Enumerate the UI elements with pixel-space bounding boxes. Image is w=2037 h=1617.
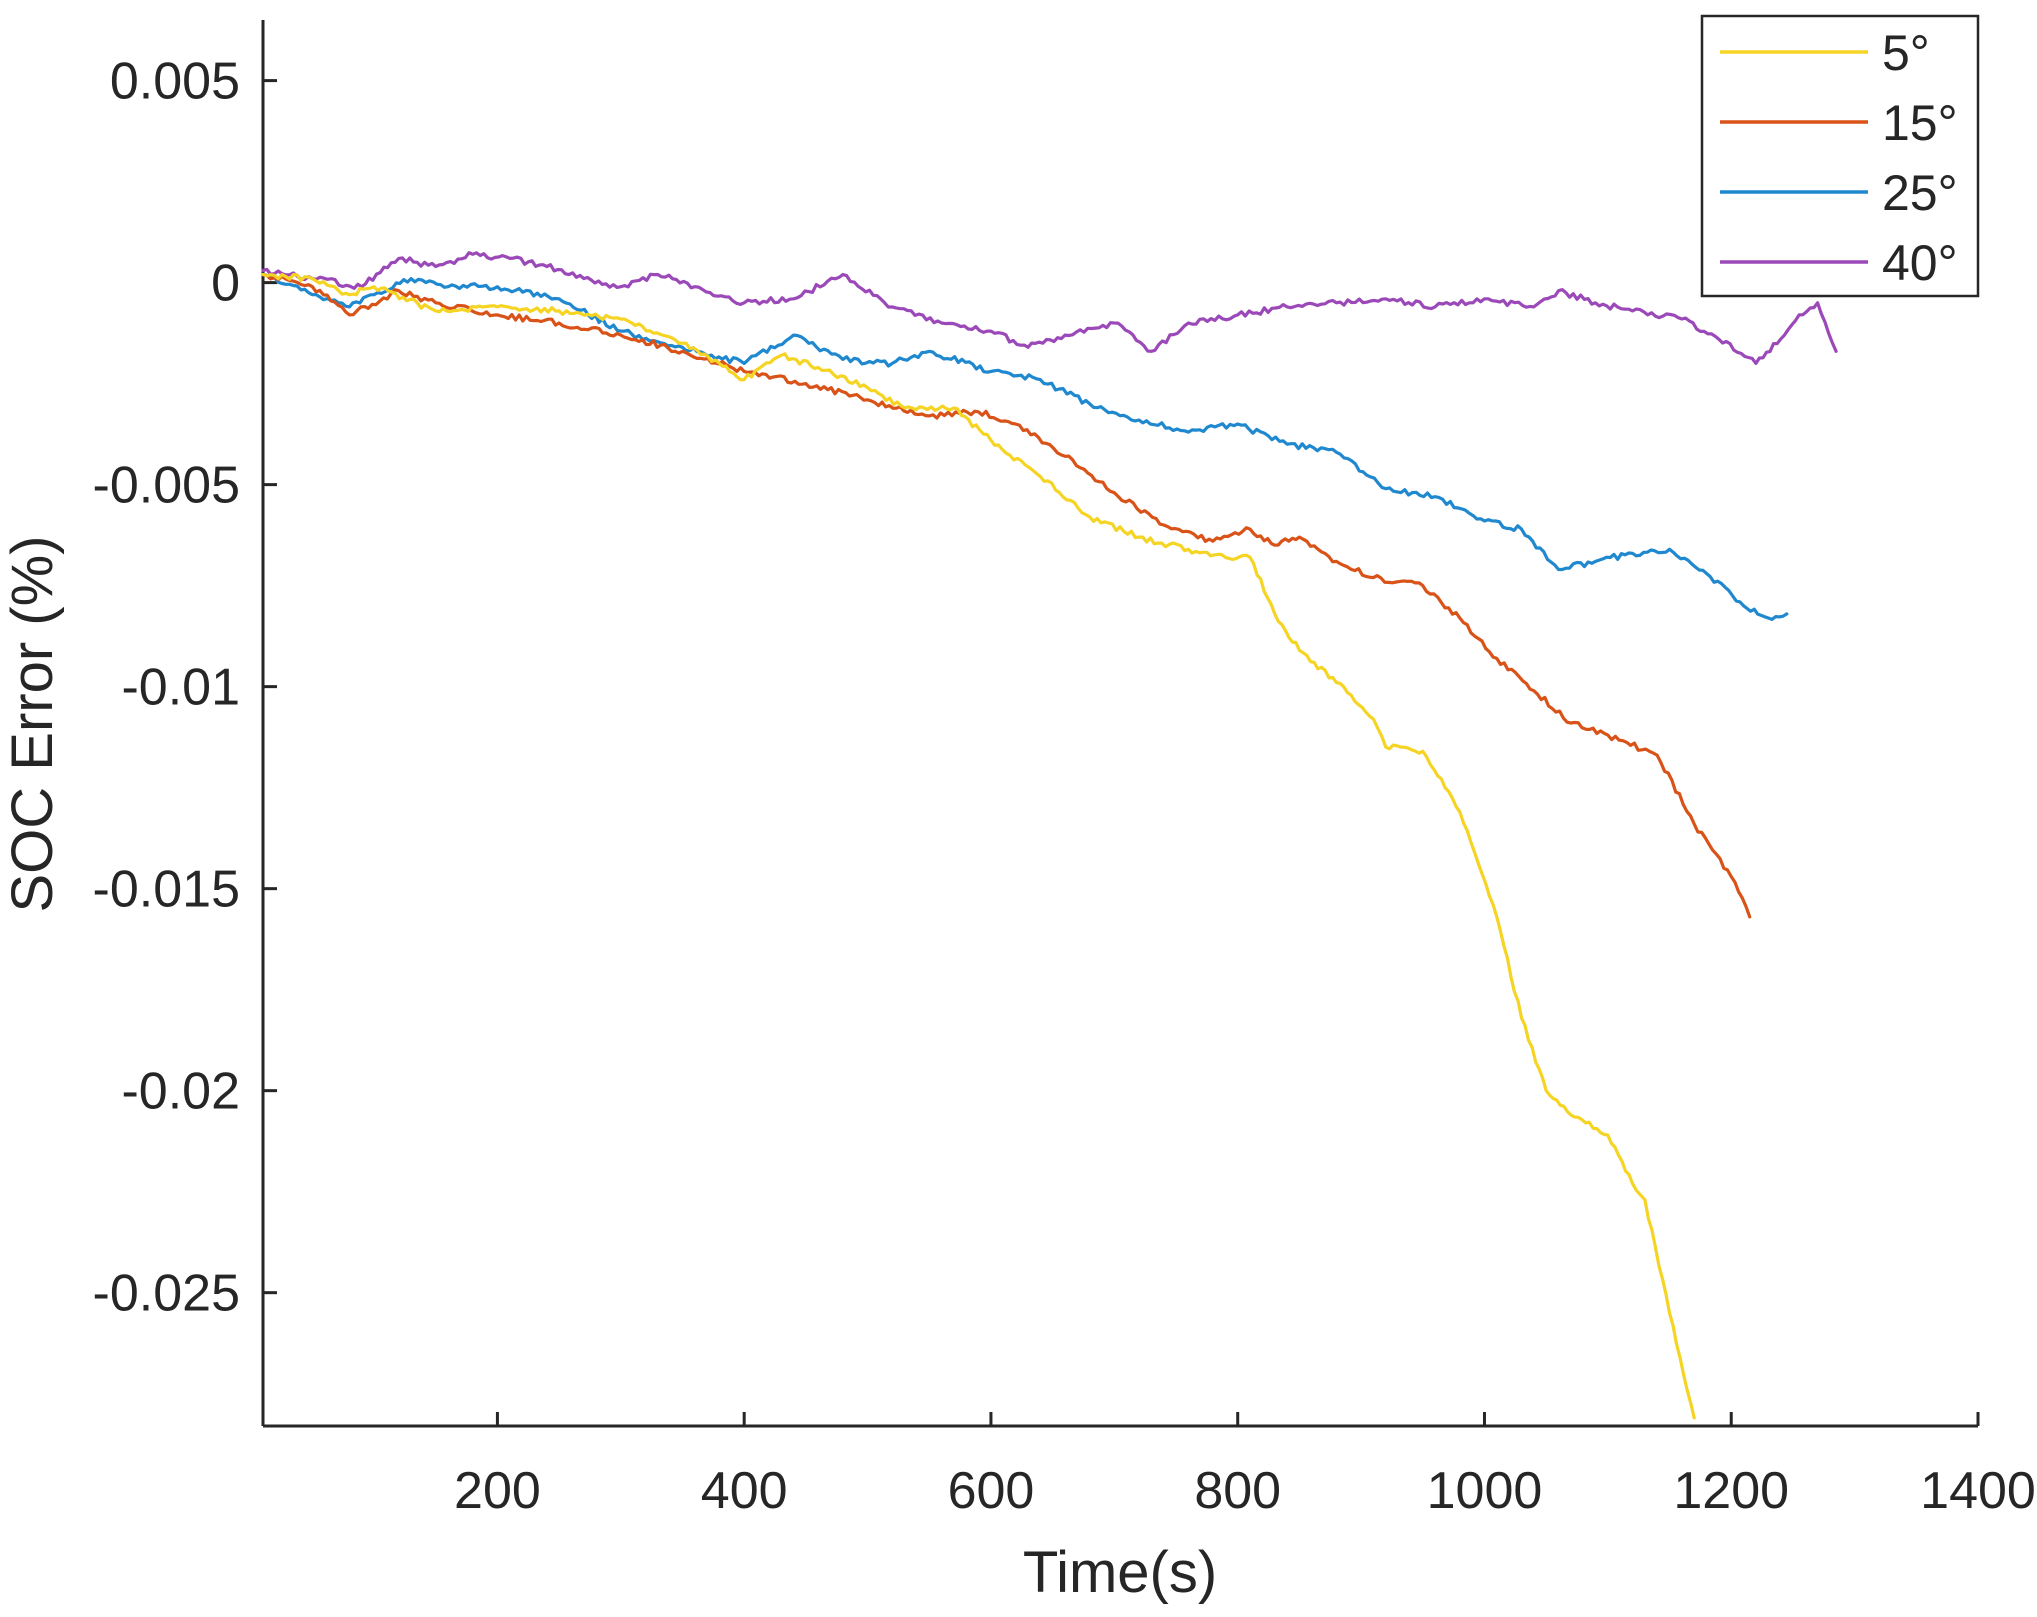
y-tick-label: -0.015 [93,861,240,919]
x-tick-label: 800 [1194,1462,1281,1520]
x-tick-label: 1400 [1920,1462,2036,1520]
legend-label: 40° [1882,235,1958,291]
legend-label: 15° [1882,95,1958,151]
legend-box [1700,14,1980,298]
y-tick-label: -0.02 [121,1063,240,1121]
series-layer [261,251,1838,1420]
legend-label: 25° [1882,165,1958,221]
series-line-2 [261,272,1752,919]
y-ticks: 0.005 0 -0.005 -0.01 -0.015 -0.02 -0.025 [93,53,277,1323]
axes [261,20,1978,1428]
series-line-1 [261,272,1696,1420]
series-line-4 [261,251,1838,365]
series-line-3 [261,272,1789,621]
y-axis-label: SOC Error (%) [0,536,65,913]
legend: 5° 15° 25° 40° [1700,14,1980,298]
legend-label: 5° [1882,25,1930,81]
x-tick-label: 200 [454,1462,541,1520]
y-tick-label: 0.005 [110,53,240,111]
x-tick-label: 1000 [1427,1462,1543,1520]
x-tick-label: 400 [701,1462,788,1520]
x-tick-label: 1200 [1673,1462,1789,1520]
y-tick-label: 0 [211,255,240,313]
x-ticks: 200 400 600 800 1000 1200 1400 [454,1412,2036,1520]
y-tick-label: -0.005 [93,457,240,515]
y-tick-label: -0.025 [93,1265,240,1323]
y-tick-label: -0.01 [121,659,240,717]
x-axis-label: Time(s) [1023,1540,1217,1605]
x-tick-label: 600 [948,1462,1035,1520]
